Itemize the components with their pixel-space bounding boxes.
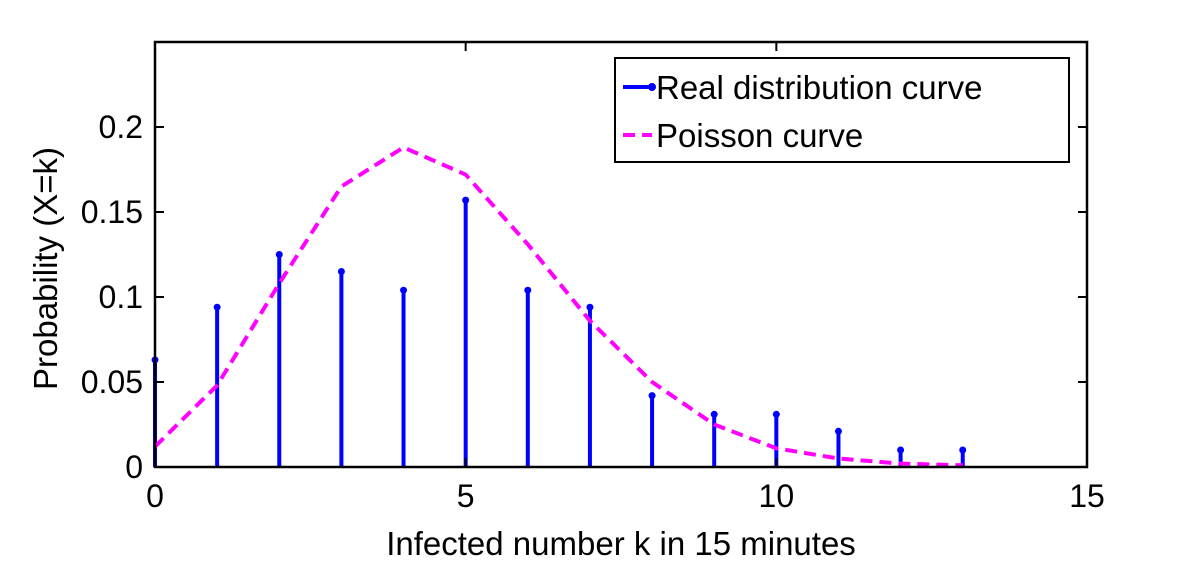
legend-box xyxy=(614,57,1070,163)
stem-marker xyxy=(586,303,594,311)
stem-marker xyxy=(524,286,532,294)
stem-marker xyxy=(400,286,408,294)
stem-marker xyxy=(897,446,905,454)
stem-marker xyxy=(710,410,718,418)
y-axis-label: Probability (X=k) xyxy=(27,147,64,390)
legend-stem-dot xyxy=(648,83,656,91)
poisson-line xyxy=(153,145,963,468)
stem-marker xyxy=(959,446,967,454)
y-tick-label: 0.1 xyxy=(99,279,143,315)
plot-frame xyxy=(153,40,1089,469)
x-axis-label: Infected number k in 15 minutes xyxy=(386,525,856,562)
legend: Real distribution curve Poisson curve xyxy=(614,57,1070,163)
stem-marker xyxy=(772,410,780,418)
plot-marks xyxy=(151,145,967,468)
x-tick-label: 0 xyxy=(146,478,164,514)
legend-poisson-label: Poisson curve xyxy=(656,117,863,154)
stem-marker xyxy=(337,268,345,275)
stem-marker xyxy=(462,196,470,204)
x-tick-label: 5 xyxy=(457,478,475,514)
y-tick-label: 0.2 xyxy=(99,109,143,145)
x-tick-label: 10 xyxy=(759,478,795,514)
y-tick-label: 0.15 xyxy=(81,194,143,230)
stem-marker xyxy=(213,303,221,311)
y-tick-label: 0.05 xyxy=(81,364,143,400)
stem-marker xyxy=(648,392,656,400)
stem-marker xyxy=(275,251,283,258)
ticks xyxy=(154,42,1088,468)
y-tick-label: 0 xyxy=(125,449,143,485)
tick-labels: 0 5 10 15 0 0.05 0.1 0.15 0.2 xyxy=(81,109,1105,514)
legend-stem-label: Real distribution curve xyxy=(656,69,983,106)
x-tick-label: 15 xyxy=(1069,478,1105,514)
stem-marker xyxy=(834,427,842,435)
